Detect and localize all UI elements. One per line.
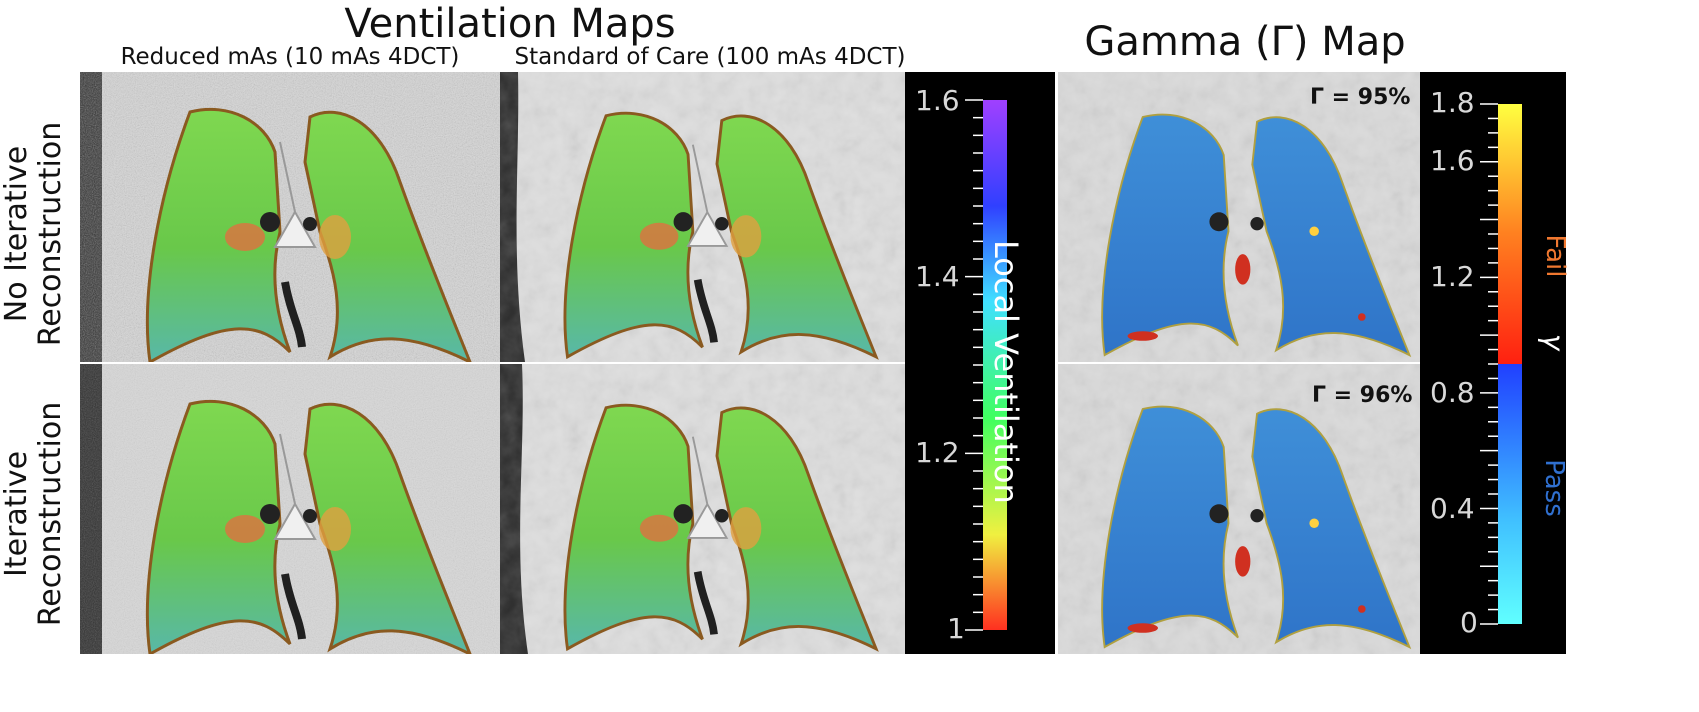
row-label-iterative: Iterative Reconstruction [0, 354, 80, 674]
row-label-no-iterative: No Iterative Reconstruction [0, 74, 80, 394]
gamma-tick-0-8: 0.8 [1430, 376, 1475, 409]
vent-tick-1-6: 1.6 [915, 84, 960, 117]
gamma-pass-rate-row2: Γ = 96% [1312, 383, 1413, 408]
gamma-tick-0-4: 0.4 [1430, 492, 1475, 525]
row-label-no-iterative-line2: Reconstruction [33, 121, 68, 347]
gamma-tick-0: 0 [1460, 606, 1478, 639]
local-ventilation-label: Local Ventilation [987, 240, 1025, 504]
row-label-no-iterative-line1: No Iterative [0, 145, 34, 323]
gamma-pass-label: Pass [1539, 459, 1569, 517]
ventilation-colorbar [965, 99, 1007, 631]
row-label-iterative-line2: Reconstruction [33, 401, 68, 627]
vent-tick-1: 1 [947, 612, 965, 645]
gamma-map-title: Gamma (Γ) Map [1084, 19, 1406, 65]
gamma-tick-1-6: 1.6 [1430, 144, 1475, 177]
gamma-symbol-label: γ [1537, 333, 1570, 351]
column-heading-reduced: Reduced mAs (10 mAs 4DCT) [120, 44, 460, 70]
vent-reduced-ir-image [80, 364, 500, 654]
gamma-fail-label: Fail [1540, 234, 1570, 278]
gamma-colorbar-panel: 1.8 1.6 1.2 0.8 0.4 0 Fail γ Pass [1420, 72, 1570, 654]
gamma-pass-rate-row1: Γ = 95% [1310, 85, 1411, 110]
ventilation-colorbar-panel: 1.6 1.4 1.2 1 Local Ventilation [905, 72, 1055, 654]
column-heading-standard: Standard of Care (100 mAs 4DCT) [514, 44, 906, 70]
row-label-iterative-line1: Iterative [0, 450, 34, 578]
gamma-tick-1-2: 1.2 [1430, 260, 1475, 293]
vent-tick-1-2: 1.2 [915, 436, 960, 469]
gamma-noir-image [1058, 72, 1420, 362]
vent-standard-noir-image [500, 72, 905, 362]
vent-reduced-noir-image [80, 72, 500, 362]
gamma-tick-1-8: 1.8 [1430, 86, 1475, 119]
gamma-ir-image [1058, 364, 1420, 654]
gamma-colorbar [1480, 103, 1522, 625]
vent-tick-1-4: 1.4 [915, 260, 960, 293]
ventilation-maps-title: Ventilation Maps [344, 1, 676, 47]
vent-standard-ir-image [500, 364, 905, 654]
